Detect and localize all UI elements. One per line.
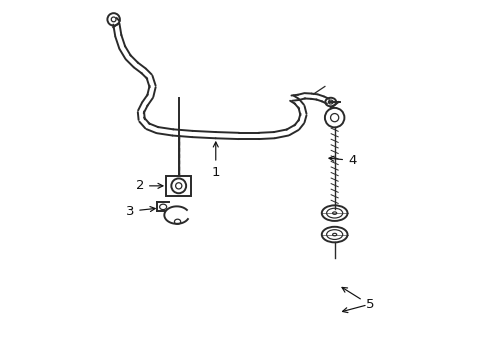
FancyBboxPatch shape xyxy=(166,176,192,196)
Text: 4: 4 xyxy=(329,154,356,167)
Text: 2: 2 xyxy=(136,179,163,192)
Text: 1: 1 xyxy=(212,142,220,179)
Text: 5: 5 xyxy=(342,287,374,311)
Text: 3: 3 xyxy=(126,205,155,218)
